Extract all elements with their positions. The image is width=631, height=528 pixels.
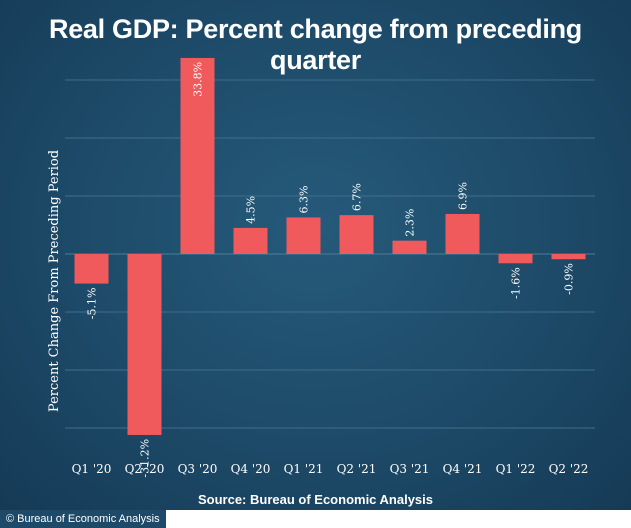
y-axis-label: Percent Change From Preceding Period [47, 150, 62, 412]
bar [392, 240, 427, 254]
x-tick-label: Q1 '20 [72, 462, 112, 476]
bar [339, 215, 374, 254]
x-tick-label: Q2 '20 [125, 462, 165, 476]
data-label: 6.7% [351, 183, 364, 211]
data-label: 6.9% [457, 182, 470, 210]
x-tick-label: Q3 '20 [178, 462, 218, 476]
bar-chart: -5.1% -31.2% 33.8% 4.5% 6.3% 6.7% 2.3% 6.9% -1.6… [47, 57, 595, 478]
x-tick-label: Q2 '21 [337, 462, 377, 476]
x-tick-label: Q4 '21 [443, 462, 483, 476]
x-tick-label: Q2 '22 [549, 462, 589, 476]
x-tick-label: Q3 '21 [390, 462, 430, 476]
data-label: -31.2% [139, 439, 152, 478]
data-labels: -5.1% -31.2% 33.8% 4.5% 6.3% 6.7% 2.3% 6.9% -1.6… [86, 62, 576, 478]
data-label: 2.3% [404, 209, 417, 237]
data-label: 6.3% [298, 186, 311, 214]
bar [445, 213, 480, 254]
chart-title: Real GDP: Percent change from preceding … [49, 14, 582, 75]
data-label: 4.5% [245, 196, 258, 224]
bar [127, 254, 162, 435]
x-tick-label: Q1 '22 [496, 462, 536, 476]
data-label: -0.9% [563, 263, 576, 295]
x-tick-labels: Q1 '20 Q2 '20 Q3 '20 Q4 '20 Q1 '21 Q2 '21 Q3 '… [72, 462, 589, 476]
credit-bar: © Bureau of Economic Analysis [0, 510, 631, 528]
bar [498, 254, 533, 264]
data-label: -1.6% [510, 267, 523, 299]
x-tick-label: Q4 '20 [231, 462, 271, 476]
bars [74, 57, 586, 435]
bar [180, 57, 215, 255]
data-label: 33.8% [192, 62, 205, 97]
bar [233, 227, 268, 254]
data-label: -5.1% [86, 288, 99, 320]
source-note: Source: Bureau of Economic Analysis [197, 492, 434, 507]
bar [74, 254, 109, 284]
credit-text: © Bureau of Economic Analysis [0, 510, 166, 528]
x-tick-label: Q1 '21 [284, 462, 324, 476]
bar [551, 254, 586, 260]
bar [286, 217, 321, 254]
